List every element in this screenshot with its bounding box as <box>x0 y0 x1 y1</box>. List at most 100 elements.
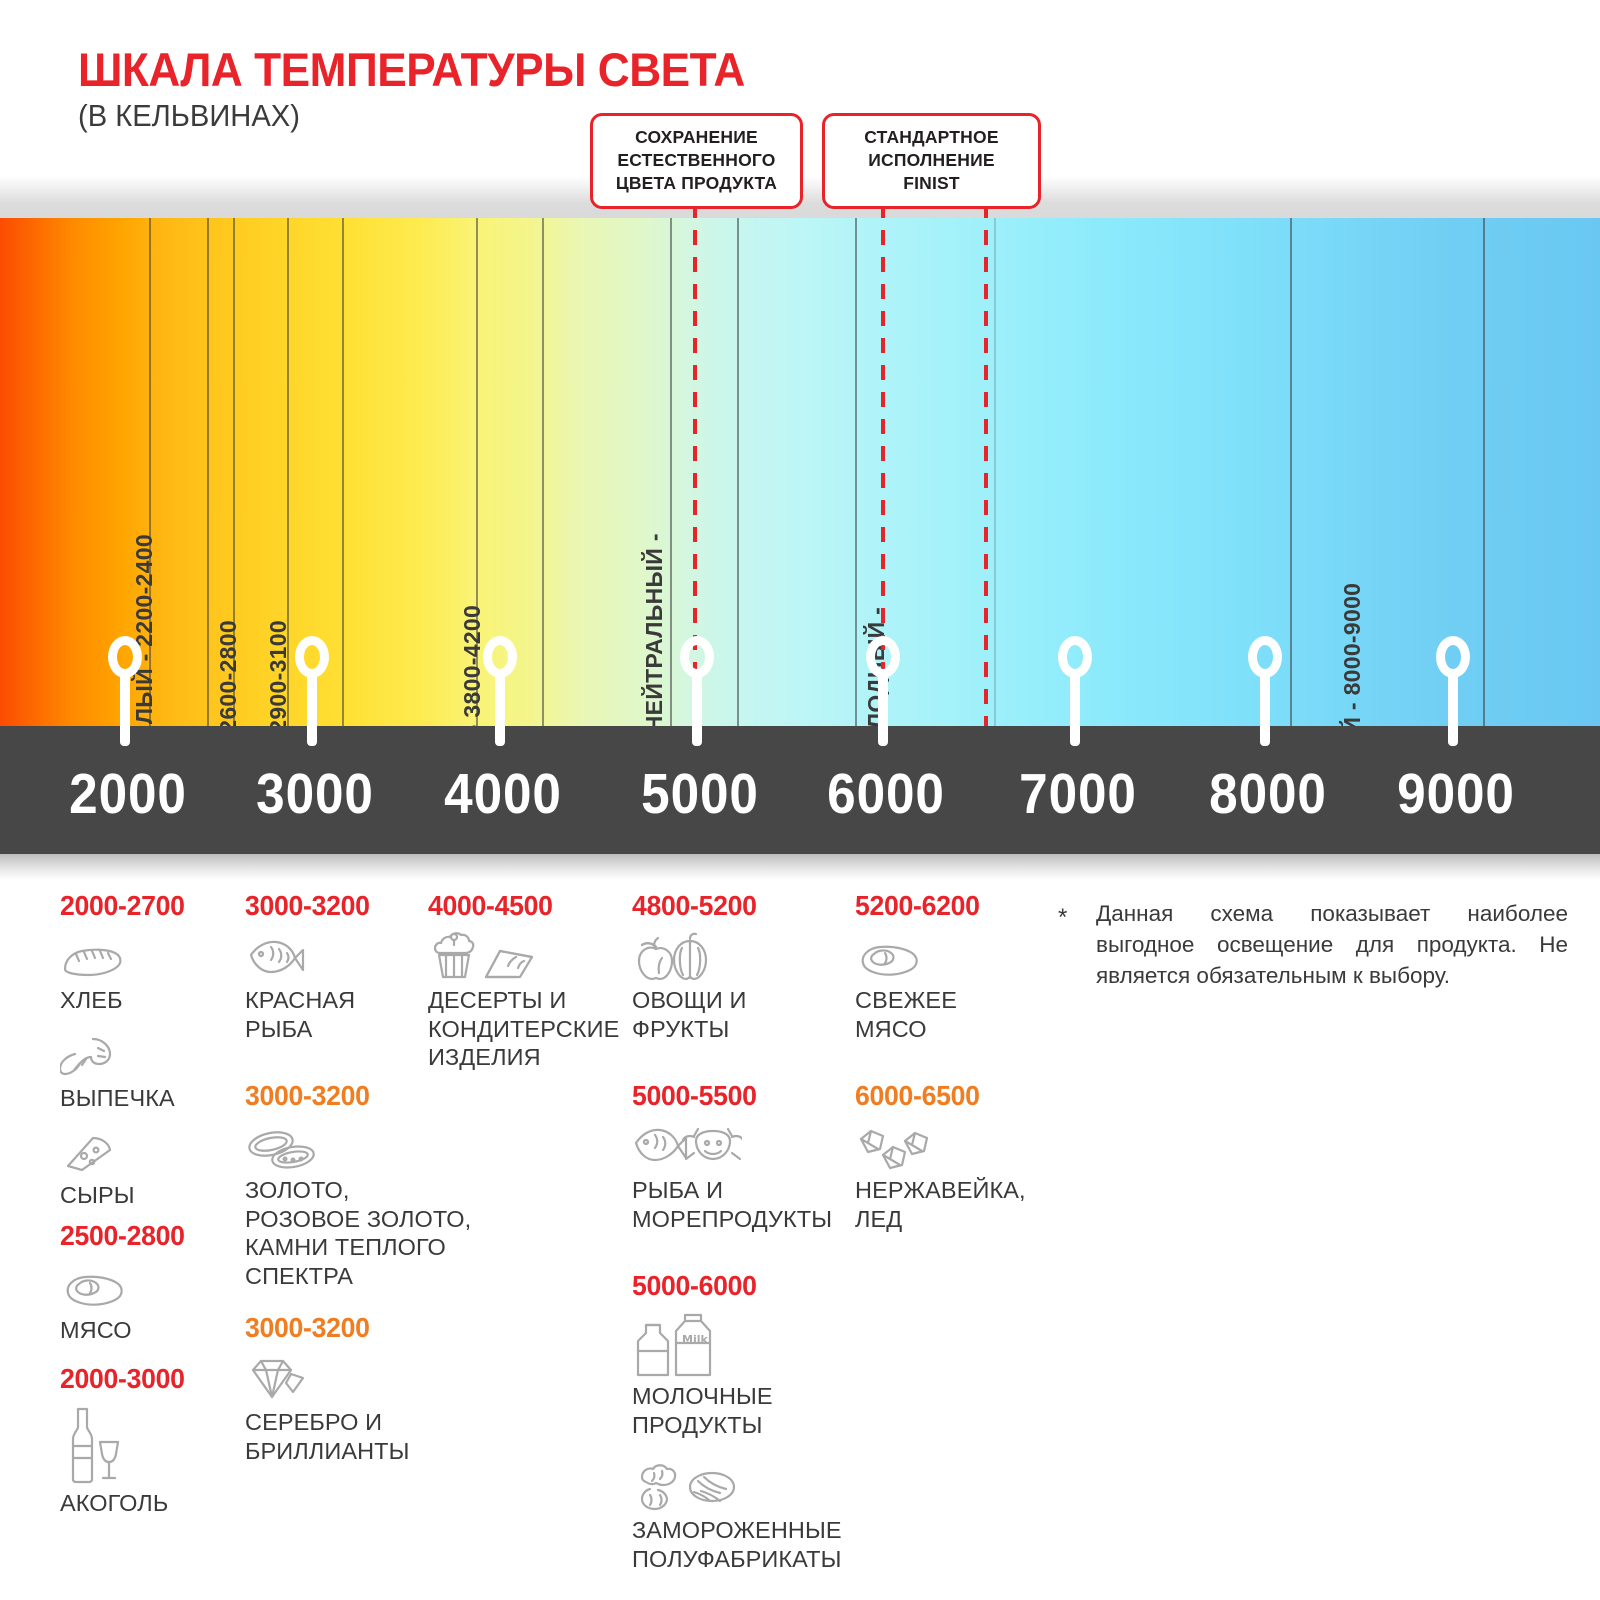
legend-range: 3000-3200 <box>245 1080 370 1111</box>
legend-label: ОВОЩИ И ФРУКТЫ <box>632 987 747 1042</box>
rings-icon <box>245 1121 471 1171</box>
legend-group: 2000-3000 АКОГОЛЬ <box>60 1363 191 1532</box>
scale-band <box>0 726 1600 854</box>
legend-range: 4000-4500 <box>428 890 553 921</box>
tick-label-6000: 6000 <box>827 762 945 826</box>
legend-item: КРАСНАЯ РЫБА <box>245 931 376 1043</box>
legend-label: ХЛЕБ <box>60 987 123 1013</box>
legend-group: 2500-2800 МЯСО <box>60 1220 191 1359</box>
legend-item: РЫБА И МОРЕПРОДУКТЫ <box>632 1121 832 1233</box>
legend-item: НЕРЖАВЕЙКА, ЛЕД <box>855 1121 1026 1233</box>
callout-natural-color: СОХРАНЕНИЕ ЕСТЕСТВЕННОГО ЦВЕТА ПРОДУКТА <box>590 113 803 210</box>
legend-range: 5000-5500 <box>632 1080 757 1111</box>
legend-group: 2000-2700 ХЛЕБ ВЫПЕЧКА СЫРЫ <box>60 890 191 1224</box>
legend-label: МЯСО <box>60 1317 132 1343</box>
ice-icon <box>855 1121 1026 1171</box>
legend-label: ЗОЛОТО, РОЗОВОЕ ЗОЛОТО, КАМНИ ТЕПЛОГО СП… <box>245 1177 472 1289</box>
croissant-icon <box>60 1029 191 1079</box>
legend-range: 2000-2700 <box>60 890 185 921</box>
vegetables-icon <box>632 931 763 981</box>
legend-group: 5000-6000 Milk МОЛОЧНЫЕ ПРОДУКТЫ ЗАМОРОЖ… <box>632 1270 852 1588</box>
zone-divider <box>149 218 151 726</box>
legend-label: СЕРЕБРО И БРИЛЛИАНТЫ <box>245 1409 410 1464</box>
alcohol-icon <box>60 1404 191 1484</box>
footnote-marker: * <box>1058 904 1068 931</box>
cheese-icon <box>60 1126 191 1176</box>
legend-range: 4800-5200 <box>632 890 757 921</box>
footnote-text: Данная схема показывает наиболее выгодно… <box>1096 901 1568 989</box>
legend-item: ВЫПЕЧКА <box>60 1029 191 1113</box>
legend-item: ЗАМОРОЖЕННЫЕ ПОЛУФАБРИКАТЫ <box>632 1461 852 1573</box>
steak-icon <box>60 1261 191 1311</box>
legend-label: МОЛОЧНЫЕ ПРОДУКТЫ <box>632 1383 773 1438</box>
legend-group: 3000-3200 ЗОЛОТО, РОЗОВОЕ ЗОЛОТО, КАМНИ … <box>245 1080 471 1305</box>
legend-group: 5200-6200 СВЕЖЕЕ МЯСО <box>855 890 986 1057</box>
zone-divider <box>1483 218 1485 726</box>
legend-label: КРАСНАЯ РЫБА <box>245 987 356 1042</box>
tick-label-3000: 3000 <box>256 762 374 826</box>
zone-divider <box>737 218 739 726</box>
legend-label: СВЕЖЕЕ МЯСО <box>855 987 957 1042</box>
zone-divider <box>994 218 996 726</box>
zone-divider <box>670 218 672 726</box>
tick-label-8000: 8000 <box>1209 762 1327 826</box>
tick-label-5000: 5000 <box>641 762 759 826</box>
legend-item: СЕРЕБРО И БРИЛЛИАНТЫ <box>245 1353 410 1465</box>
seafood-icon <box>632 1121 832 1171</box>
legend-label: ЗАМОРОЖЕННЫЕ ПОЛУФАБРИКАТЫ <box>632 1517 842 1572</box>
callout-standard-finist: СТАНДАРТНОЕ ИСПОЛНЕНИЕ FINIST <box>822 113 1041 210</box>
frozen-icon <box>632 1461 852 1511</box>
zone-divider <box>1290 218 1292 726</box>
page-title: ШКАЛА ТЕМПЕРАТУРЫ СВЕТА <box>78 43 745 96</box>
legend-range: 5000-6000 <box>632 1270 757 1301</box>
tick-label-7000: 7000 <box>1019 762 1137 826</box>
legend-item: Milk МОЛОЧНЫЕ ПРОДУКТЫ <box>632 1311 852 1439</box>
fish-icon <box>245 931 376 981</box>
legend-range: 2000-3000 <box>60 1363 185 1394</box>
zone-divider <box>207 218 209 726</box>
fresh-meat-icon <box>855 931 986 981</box>
diamond-icon <box>245 1353 410 1403</box>
header: ШКАЛА ТЕМПЕРАТУРЫ СВЕТА (В КЕЛЬВИНАХ) <box>0 0 1600 205</box>
zone-divider <box>855 218 857 726</box>
legend-range: 6000-6500 <box>855 1080 980 1111</box>
zone-divider <box>542 218 544 726</box>
legend-label: ВЫПЕЧКА <box>60 1084 175 1111</box>
legend-group: 4800-5200 ОВОЩИ И ФРУКТЫ <box>632 890 763 1057</box>
legend-label: РЫБА И МОРЕПРОДУКТЫ <box>632 1177 833 1232</box>
legend-item: ЗОЛОТО, РОЗОВОЕ ЗОЛОТО, КАМНИ ТЕПЛОГО СП… <box>245 1121 471 1291</box>
zone-divider <box>342 218 344 726</box>
legend-item: ХЛЕБ <box>60 931 191 1015</box>
legend-item: СЫРЫ <box>60 1126 191 1210</box>
legend-item: ОВОЩИ И ФРУКТЫ <box>632 931 763 1043</box>
legend-item: МЯСО <box>60 1261 191 1345</box>
legend-range: 3000-3200 <box>245 890 370 921</box>
product-legend: 2000-2700 ХЛЕБ ВЫПЕЧКА СЫРЫ 25 <box>0 880 1600 1600</box>
svg-text:Milk: Milk <box>682 1333 708 1346</box>
band-shadow <box>0 854 1600 880</box>
milk-icon: Milk <box>632 1311 852 1377</box>
footnote: * Данная схема показывает наиболее выгод… <box>1058 898 1568 991</box>
bread-icon <box>60 931 191 981</box>
page-subtitle: (В КЕЛЬВИНАХ) <box>78 98 300 133</box>
tick-label-2000: 2000 <box>69 762 187 826</box>
legend-group: 5000-5500 РЫБА И МОРЕПРОДУКТЫ <box>632 1080 832 1247</box>
legend-range: 2500-2800 <box>60 1220 185 1251</box>
dessert-icon <box>428 931 619 981</box>
legend-item: ДЕСЕРТЫ И КОНДИТЕРСКИЕ ИЗДЕЛИЯ <box>428 931 619 1072</box>
legend-item: АКОГОЛЬ <box>60 1404 191 1518</box>
callout-marker-line-standard-end <box>984 176 988 726</box>
legend-range: 3000-3200 <box>245 1312 370 1343</box>
legend-label: АКОГОЛЬ <box>60 1490 169 1516</box>
legend-label: СЫРЫ <box>60 1182 135 1209</box>
callout-marker-line-natural <box>693 176 697 726</box>
legend-item: СВЕЖЕЕ МЯСО <box>855 931 986 1043</box>
legend-group: 3000-3200 СЕРЕБРО И БРИЛЛИАНТЫ <box>245 1312 410 1479</box>
legend-group: 3000-3200 КРАСНАЯ РЫБА <box>245 890 376 1057</box>
legend-range: 5200-6200 <box>855 890 980 921</box>
tick-label-4000: 4000 <box>444 762 562 826</box>
zone-divider <box>233 218 235 726</box>
zone-divider <box>476 218 478 726</box>
legend-group: 6000-6500 НЕРЖАВЕЙКА, ЛЕД <box>855 1080 1026 1247</box>
legend-label: ДЕСЕРТЫ И КОНДИТЕРСКИЕ ИЗДЕЛИЯ <box>428 987 620 1071</box>
